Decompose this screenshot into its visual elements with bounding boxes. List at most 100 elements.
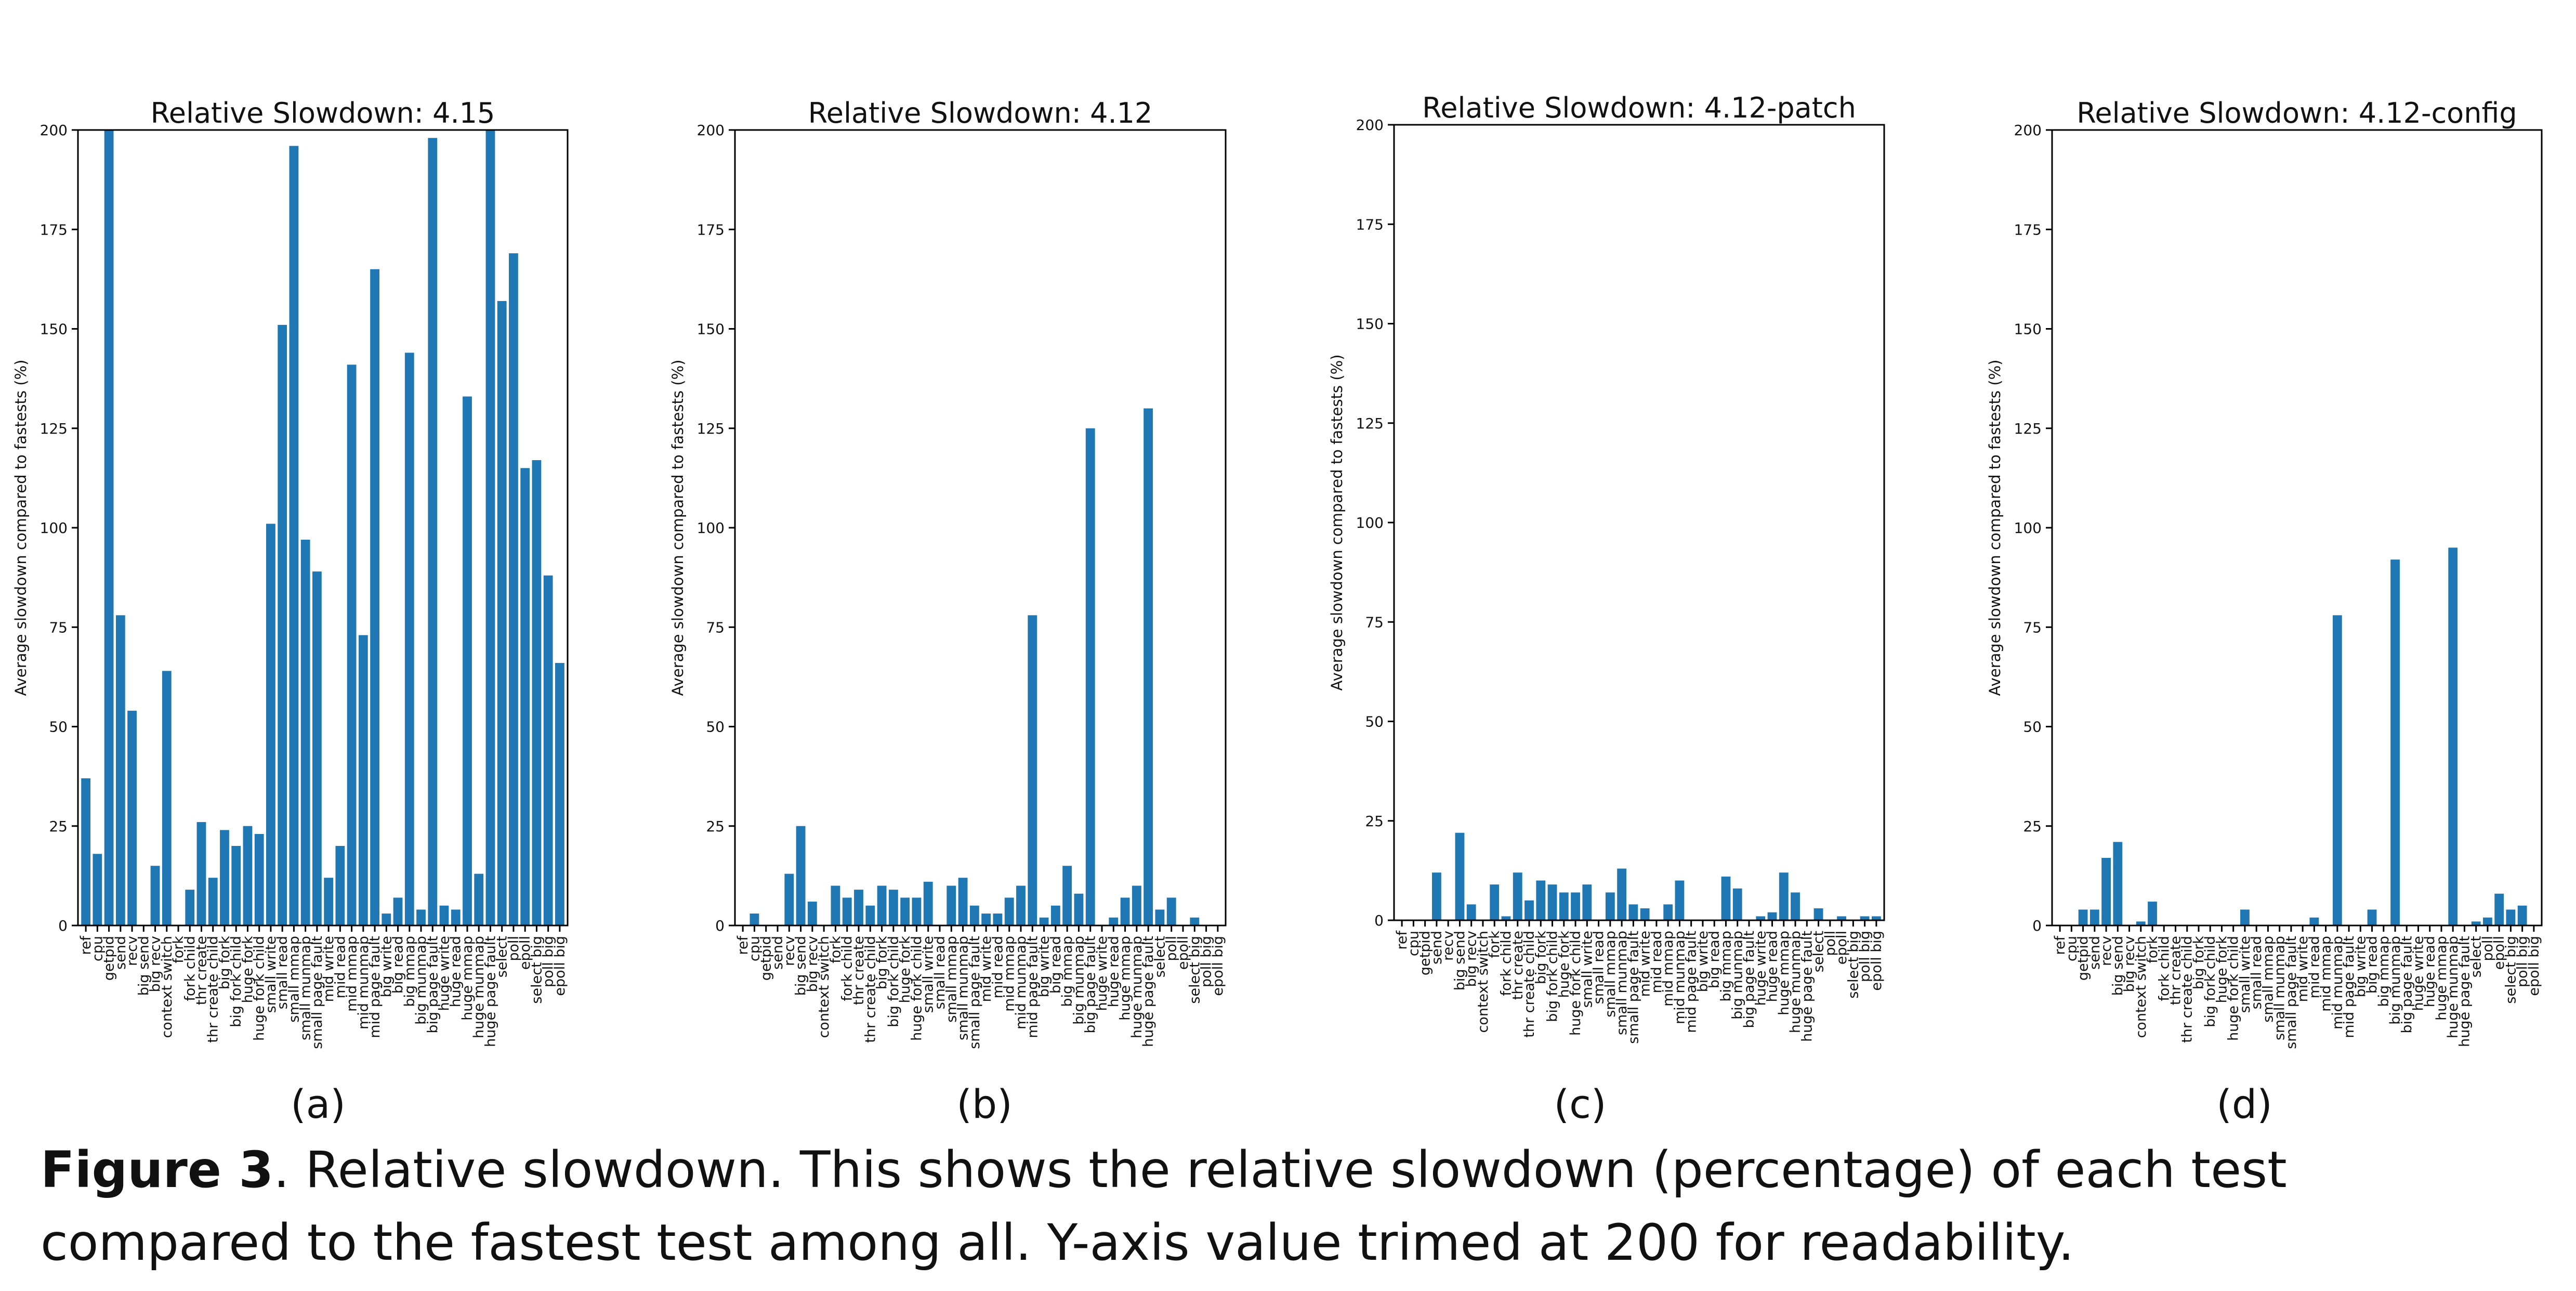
bar: [1062, 866, 1072, 925]
x-tick-label: huge read: [448, 936, 464, 1007]
chart-panel-1: 0 25 50 75 100 125 150 175 200 Average slowdown c…: [669, 97, 1227, 1127]
y-tick-label: 25: [49, 818, 68, 835]
x-tick-label: thr create: [1510, 931, 1526, 1000]
bar: [1628, 904, 1638, 920]
bar: [1547, 884, 1557, 920]
x-tick-label: mid write: [978, 936, 994, 1002]
y-tick-label: 25: [1365, 813, 1384, 830]
x-tick-label: huge page fault: [2456, 936, 2473, 1047]
bar: [888, 890, 898, 925]
x-tick-label: huge munmap: [2445, 936, 2461, 1038]
x-tick-label: small read: [932, 936, 948, 1009]
x-tick-label: ref: [2052, 935, 2068, 955]
y-tick-label: 50: [1365, 713, 1384, 731]
x-tick-label: big page fault: [425, 936, 441, 1034]
bar: [2240, 909, 2250, 925]
bar: [1190, 917, 1200, 925]
bar: [831, 885, 840, 925]
bar: [947, 885, 956, 925]
y-tick-label: 125: [40, 420, 68, 437]
x-tick-label: mid munmap: [1672, 931, 1688, 1024]
bar: [439, 905, 449, 925]
bar: [1455, 832, 1465, 920]
bar: [2148, 902, 2157, 925]
chart-title: Relative Slowdown: 4.12: [808, 97, 1153, 129]
caption-text: . Relative slowdown. This shows the rela…: [41, 1141, 2287, 1272]
x-tick-label: small read: [274, 936, 291, 1009]
x-tick-label: big read: [2364, 936, 2381, 994]
bar: [220, 830, 229, 925]
x-tick-label: small write: [1579, 931, 1595, 1008]
bar: [382, 914, 391, 925]
bar: [185, 890, 195, 925]
y-tick-label: 100: [2014, 519, 2042, 537]
caption-label: Figure 3: [41, 1141, 274, 1199]
x-tick-label: big mmap: [2376, 936, 2392, 1007]
bar: [1466, 904, 1476, 920]
bar: [509, 253, 518, 925]
bar: [2390, 559, 2400, 925]
bar: [2309, 917, 2319, 925]
bar: [1109, 917, 1119, 925]
x-tick-label: fork: [827, 936, 844, 963]
x-tick-label: mid write: [321, 936, 337, 1002]
x-tick-label: huge fork: [897, 936, 913, 1003]
x-tick-label: epoll big: [552, 936, 568, 996]
bar: [150, 866, 160, 925]
x-tick-label: poll big: [1857, 931, 1873, 982]
x-tick-label: select big: [1845, 931, 1861, 999]
bar: [1732, 888, 1742, 920]
x-tick-label: huge munmap: [471, 936, 487, 1038]
x-tick-label: fork child: [2156, 936, 2172, 1001]
bar: [1524, 900, 1534, 920]
bar: [358, 635, 368, 925]
x-tick-label: mid mmap: [2318, 936, 2334, 1012]
bar: [93, 854, 102, 925]
x-tick-label: poll big: [1199, 936, 1215, 987]
x-tick-label: thr create: [2168, 936, 2184, 1005]
x-tick-label: recv: [2098, 936, 2114, 966]
x-tick-label: small write: [2237, 936, 2253, 1013]
x-tick-label: recv: [781, 936, 797, 966]
y-tick-label: 150: [697, 321, 725, 338]
x-tick-label: big fork: [874, 936, 890, 989]
x-tick-label: mid page fault: [1684, 931, 1700, 1033]
y-tick-label: 25: [2023, 818, 2042, 835]
x-tick-label: send: [2087, 936, 2103, 970]
bar: [2332, 615, 2342, 925]
bar: [324, 878, 334, 925]
bar: [1813, 908, 1823, 920]
x-tick-label: big munmap: [2387, 936, 2403, 1025]
x-tick-label: ref: [735, 935, 751, 955]
bar: [842, 897, 852, 925]
x-tick-label: recv: [124, 936, 140, 966]
bar: [115, 615, 125, 925]
x-tick-label: huge write: [437, 936, 453, 1011]
bar: [1756, 916, 1766, 920]
x-tick-label: small munmap: [2272, 936, 2288, 1040]
bar: [266, 524, 275, 925]
x-tick-label: huge fork: [240, 936, 256, 1003]
chart-panel-3: 0 25 50 75 100 125 150 175 200 Average slowdown c…: [1986, 97, 2543, 1127]
x-tick-label: big munmap: [1730, 931, 1746, 1020]
bar: [958, 878, 968, 925]
y-tick-label: 200: [2014, 122, 2042, 139]
y-tick-label: 75: [706, 619, 725, 636]
y-tick-label: 25: [706, 818, 725, 835]
bar: [1501, 916, 1511, 920]
x-tick-label: big read: [1706, 931, 1723, 988]
x-tick-label: mid write: [2295, 936, 2311, 1002]
x-tick-label: cpu: [746, 936, 763, 961]
x-tick-label: big recv: [2122, 936, 2138, 992]
x-tick-label: small page fault: [2283, 936, 2299, 1049]
x-tick-label: huge read: [1106, 936, 1122, 1007]
x-tick-label: big write: [378, 936, 395, 997]
plot-frame: [2051, 129, 2543, 927]
x-tick-label: big recv: [805, 936, 821, 992]
bar: [993, 914, 1003, 925]
bar: [451, 909, 461, 925]
bar: [969, 905, 979, 925]
x-tick-label: huge mmap: [1776, 931, 1792, 1015]
bar: [2078, 909, 2088, 925]
bar: [543, 575, 553, 925]
